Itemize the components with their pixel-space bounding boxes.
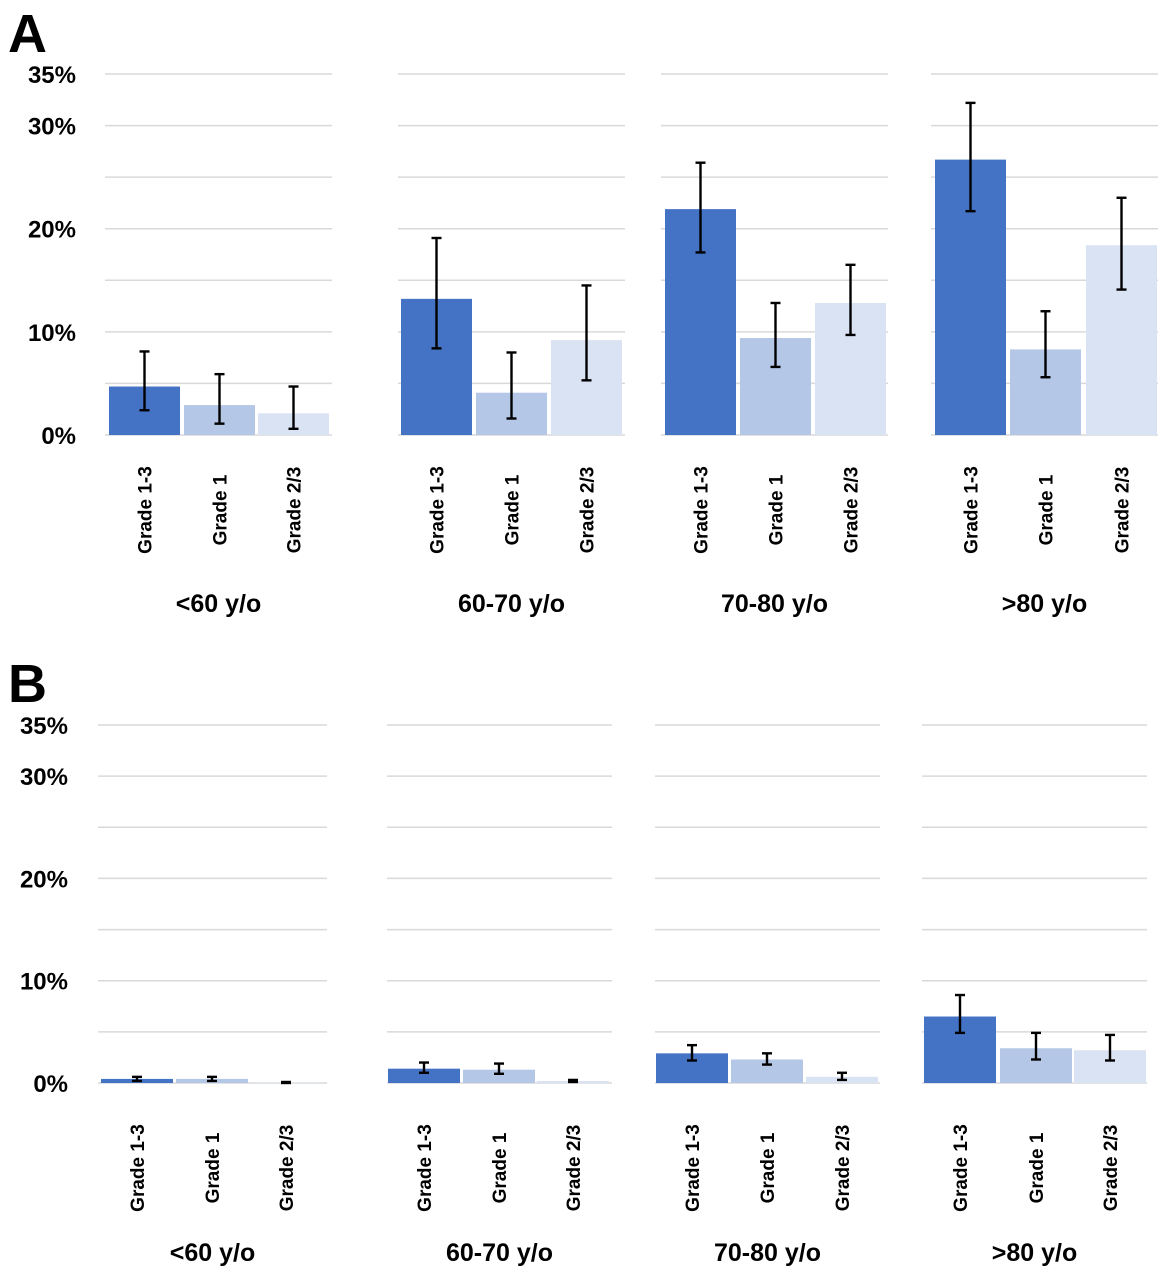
panel-a-group-2: Grade 1-3 Grade 1 Grade 2/3 70-80 y/o: [661, 73, 888, 618]
x-tick-label: Grade 1-3: [951, 1124, 972, 1212]
age-group-label: <60 y/o: [176, 590, 261, 618]
panel-b-ytick-label: 10%: [20, 969, 68, 996]
panel-b-ytick-label: 35%: [20, 713, 68, 740]
panel-a-ytick-label: 35%: [28, 62, 76, 89]
x-tick-label: Grade 1: [767, 474, 788, 545]
panel-b: B 0% 10% 20% 30% 35% Grade 1-3 Grade 1 Grade 2/3…: [8, 654, 1147, 1267]
panel-b-group-2: Grade 1-3 Grade 1 Grade 2/3 70-80 y/o: [655, 724, 880, 1267]
panel-a-group-0: Grade 1-3 Grade 1 Grade 2/3 <60 y/o: [105, 73, 332, 618]
panel-a-ytick-label: 10%: [28, 320, 76, 347]
x-tick-label: Grade 1: [758, 1132, 779, 1203]
x-tick-label: Grade 1: [1027, 1132, 1048, 1203]
x-tick-label: Grade 1-3: [128, 1124, 149, 1212]
x-tick-label: Grade 2/3: [1101, 1125, 1122, 1212]
panel-a: A 0% 10% 20% 30% 35% Grade 1-3 Grade 1 Grade 2/3…: [8, 4, 1158, 618]
panel-b-ytick-label: 20%: [20, 866, 68, 893]
age-group-label: 70-80 y/o: [714, 1239, 821, 1267]
age-group-label: >80 y/o: [992, 1239, 1077, 1267]
x-tick-label: Grade 1: [203, 1132, 224, 1203]
bar-grade-1: [463, 1069, 535, 1083]
panel-b-ytick-label: 30%: [20, 764, 68, 791]
x-tick-label: Grade 1: [503, 474, 524, 545]
age-group-label: 70-80 y/o: [721, 590, 828, 618]
x-tick-label: Grade 1-3: [692, 466, 713, 554]
age-group-label: <60 y/o: [170, 1239, 255, 1267]
x-tick-label: Grade 2/3: [277, 1125, 298, 1212]
panel-a-ytick-label: 20%: [28, 217, 76, 244]
x-tick-label: Grade 2/3: [833, 1125, 854, 1212]
x-tick-label: Grade 1: [1037, 474, 1058, 545]
x-tick-label: Grade 2/3: [285, 467, 306, 554]
age-group-label: 60-70 y/o: [446, 1239, 553, 1267]
panel-b-group-1: Grade 1-3 Grade 1 Grade 2/3 60-70 y/o: [387, 724, 612, 1267]
x-tick-label: Grade 2/3: [564, 1125, 585, 1212]
x-tick-label: Grade 1-3: [136, 466, 157, 554]
age-group-label: 60-70 y/o: [458, 590, 565, 618]
age-group-label: >80 y/o: [1002, 590, 1087, 618]
x-tick-label: Grade 1-3: [415, 1124, 436, 1212]
panel-b-letter: B: [8, 654, 47, 714]
x-tick-label: Grade 2/3: [842, 467, 863, 554]
panel-b-ytick-label: 0%: [33, 1071, 68, 1098]
bar-grade-1: [731, 1059, 803, 1083]
panel-a-letter: A: [8, 4, 47, 64]
x-tick-label: Grade 1-3: [962, 466, 983, 554]
x-tick-label: Grade 2/3: [1113, 467, 1134, 554]
x-tick-label: Grade 2/3: [578, 467, 599, 554]
panel-a-group-1: Grade 1-3 Grade 1 Grade 2/3 60-70 y/o: [398, 73, 625, 618]
x-tick-label: Grade 1: [211, 474, 232, 545]
panel-b-group-3: Grade 1-3 Grade 1 Grade 2/3 >80 y/o: [922, 724, 1147, 1267]
panel-a-ytick-label: 0%: [41, 423, 76, 450]
x-tick-label: Grade 1: [490, 1132, 511, 1203]
bar-grade-1-3: [388, 1068, 460, 1083]
panel-a-group-3: Grade 1-3 Grade 1 Grade 2/3 >80 y/o: [931, 73, 1158, 618]
panel-b-group-0: Grade 1-3 Grade 1 Grade 2/3 <60 y/o: [98, 724, 327, 1267]
panel-a-ytick-label: 30%: [28, 114, 76, 141]
x-tick-label: Grade 1-3: [683, 1124, 704, 1212]
x-tick-label: Grade 1-3: [428, 466, 449, 554]
